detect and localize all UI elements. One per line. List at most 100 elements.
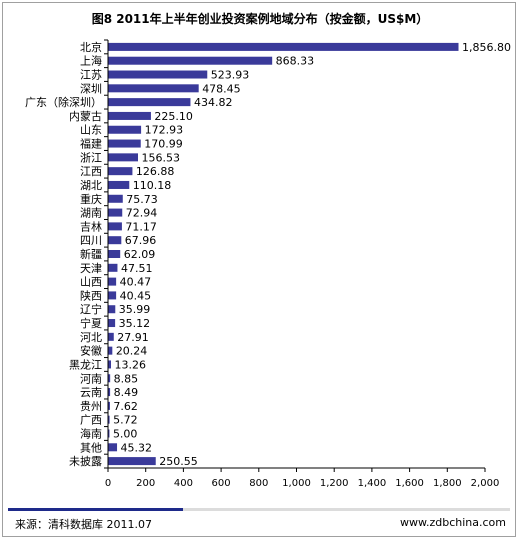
bar [108,70,208,79]
category-label: 重庆 [80,192,102,206]
category-label: 云南 [80,386,102,399]
value-label: 868.33 [276,55,315,68]
category-label: 其他 [80,441,102,454]
category-label: 内蒙古 [69,109,102,123]
value-label: 170.99 [144,138,183,151]
category-label: 陕西 [80,288,102,302]
bar [108,305,116,314]
category-label: 未披露 [69,454,102,468]
category-label: 河北 [80,331,102,344]
category-label: 海南 [80,426,102,440]
value-label: 27.91 [117,331,149,344]
footer-divider [8,508,510,511]
value-label: 40.47 [120,276,152,289]
value-label: 5.72 [113,414,138,427]
category-label: 山东 [80,124,102,137]
value-label: 62.09 [124,248,156,261]
category-label: 广东（除深圳） [25,95,102,109]
footer-divider-accent [8,508,183,511]
value-label: 478.45 [202,82,241,95]
value-label: 434.82 [194,96,233,109]
bar [108,277,117,286]
bar [108,139,141,148]
value-label: 156.53 [142,151,181,164]
bar [108,98,191,107]
x-tick-label: 2,000 [471,478,500,489]
bar [108,429,110,438]
category-label: 北京 [80,40,102,54]
value-label: 40.45 [120,289,151,302]
value-label: 225.10 [154,110,193,123]
bar [108,443,118,452]
bar [108,360,111,369]
value-label: 523.93 [211,69,250,82]
bar [108,222,122,231]
category-label: 湖北 [80,179,102,192]
bar [108,208,123,217]
value-label: 8.49 [114,386,139,399]
category-label: 新疆 [80,247,102,261]
value-label: 13.26 [114,358,146,371]
value-label: 110.18 [133,179,172,192]
bar [108,84,199,93]
category-label: 黑龙江 [69,358,102,371]
bar [108,374,111,383]
category-label: 河南 [80,372,102,385]
x-tick-label: 0 [105,478,111,489]
bar [108,56,273,65]
category-label: 山西 [80,276,102,289]
value-label: 8.85 [114,372,139,385]
x-tick-label: 200 [136,478,155,489]
chart-frame [2,2,516,537]
chart-title: 图8 2011年上半年创业投资案例地域分布（按金额，US$M） [91,12,429,26]
website-url: www.zdbchina.com [400,516,506,529]
x-tick-label: 1,400 [358,478,387,489]
bar [108,457,156,466]
value-label: 67.96 [125,234,156,247]
category-label: 安徽 [80,344,102,358]
value-label: 1,856.80 [462,41,511,54]
value-label: 7.62 [113,400,138,413]
value-label: 72.94 [126,207,158,220]
category-label: 浙江 [80,151,102,164]
category-label: 江苏 [80,69,102,82]
value-label: 71.17 [125,220,157,233]
bar [108,249,121,259]
x-tick-label: 600 [212,478,231,489]
category-label: 湖南 [80,207,102,220]
x-tick-label: 1,000 [282,478,311,489]
value-label: 5.00 [113,427,138,440]
category-label: 天津 [80,262,102,275]
category-label: 上海 [80,54,102,68]
x-tick-label: 1,600 [395,478,424,489]
category-label: 宁夏 [80,316,102,330]
x-tick-label: 800 [249,478,268,489]
bar [108,401,110,410]
x-tick-label: 1,800 [433,478,462,489]
bar [108,111,151,120]
bar [108,332,114,341]
bar [108,263,118,272]
source-note: 来源：清科数据库 2011.07 [15,518,152,531]
category-label: 辽宁 [80,302,102,316]
category-label: 福建 [80,137,102,151]
bar [108,167,133,176]
bar [108,388,111,397]
value-label: 126.88 [136,165,175,178]
value-label: 35.99 [119,303,151,316]
bar [108,236,122,245]
bar [108,346,113,355]
bar [108,42,459,51]
category-label: 江西 [80,165,102,178]
x-tick-label: 1,200 [320,478,349,489]
bar [108,415,110,424]
category-label: 深圳 [80,82,102,95]
category-label: 贵州 [80,400,102,413]
category-label: 广西 [80,414,102,427]
value-label: 47.51 [121,262,152,275]
value-label: 45.32 [121,441,152,454]
bar [108,180,130,189]
category-label: 吉林 [80,219,102,233]
value-label: 35.12 [119,317,151,330]
